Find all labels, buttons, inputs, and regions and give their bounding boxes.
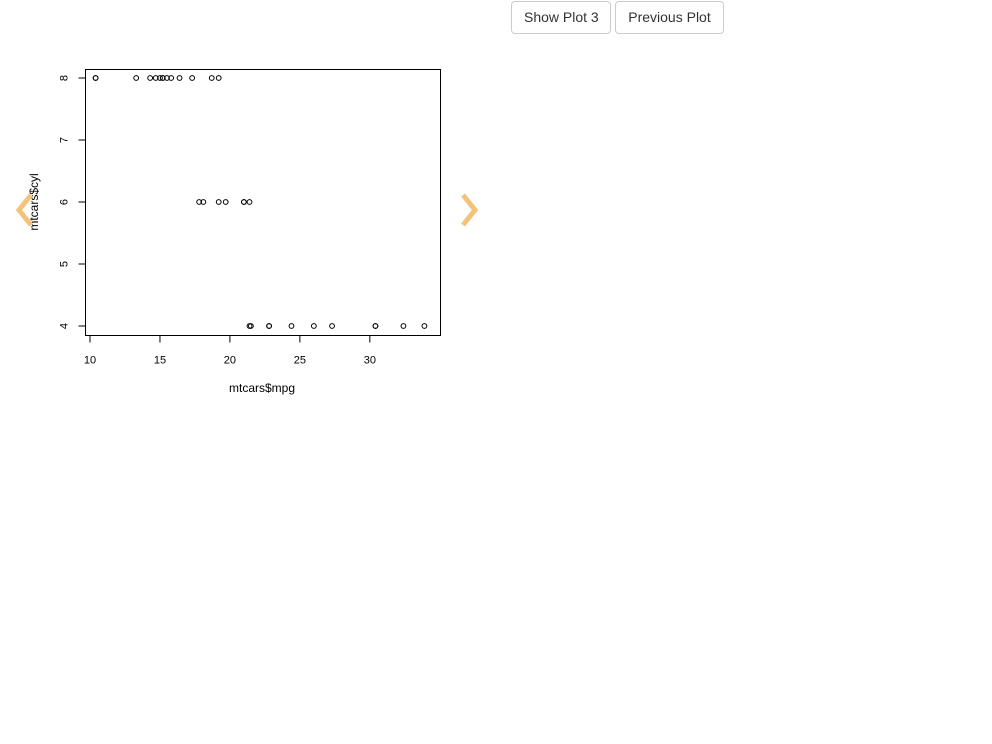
data-point (164, 75, 170, 81)
plot-box (85, 69, 441, 336)
x-tick-label: 15 (154, 355, 166, 367)
data-point (176, 75, 183, 81)
data-point (329, 323, 335, 329)
show-plot-3-button[interactable]: Show Plot 3 (511, 1, 611, 34)
data-point (159, 75, 166, 81)
y-tick-label: 5 (59, 261, 71, 267)
data-point (133, 75, 140, 81)
y-tick-label: 8 (59, 75, 71, 81)
y-tick-label: 6 (59, 199, 71, 205)
data-point (189, 75, 196, 81)
data-point (222, 199, 229, 205)
data-point (246, 199, 253, 205)
data-point (92, 75, 99, 81)
chevron-left-icon (15, 193, 33, 227)
carousel-next-arrow[interactable] (458, 192, 480, 228)
x-axis-title: mtcars$mpg (229, 381, 295, 395)
x-tick-label: 20 (224, 355, 236, 367)
scatter-plot: 10 15 20 25 30 4 5 6 7 8 mtcars$mpg mtcars$cyl (27, 69, 441, 395)
data-point (147, 75, 154, 81)
data-point (372, 323, 379, 329)
data-point (215, 199, 222, 205)
data-point (288, 323, 295, 329)
chevron-right-icon (461, 193, 479, 227)
data-point (421, 323, 428, 329)
carousel-prev-arrow[interactable] (14, 192, 36, 228)
previous-plot-button[interactable]: Previous Plot (615, 1, 724, 34)
y-tick-label: 4 (59, 323, 71, 329)
data-point (246, 323, 253, 329)
data-point (152, 75, 159, 81)
data-point (208, 75, 215, 81)
data-point (400, 323, 407, 329)
data-point (200, 199, 207, 205)
data-points (92, 75, 428, 329)
y-axis-title: mtcars$cyl (27, 173, 41, 230)
data-point (157, 75, 163, 81)
data-point (215, 75, 222, 81)
x-tick-label: 25 (294, 355, 306, 367)
data-point (241, 199, 247, 205)
data-point (168, 75, 175, 81)
data-point (310, 323, 317, 329)
x-axis: 10 15 20 25 30 (84, 335, 376, 367)
data-point (196, 199, 203, 205)
x-tick-label: 10 (84, 355, 96, 367)
y-axis: 4 5 6 7 8 (59, 75, 86, 329)
y-tick-label: 7 (59, 137, 71, 143)
x-tick-label: 30 (364, 355, 376, 367)
data-point (266, 323, 272, 329)
